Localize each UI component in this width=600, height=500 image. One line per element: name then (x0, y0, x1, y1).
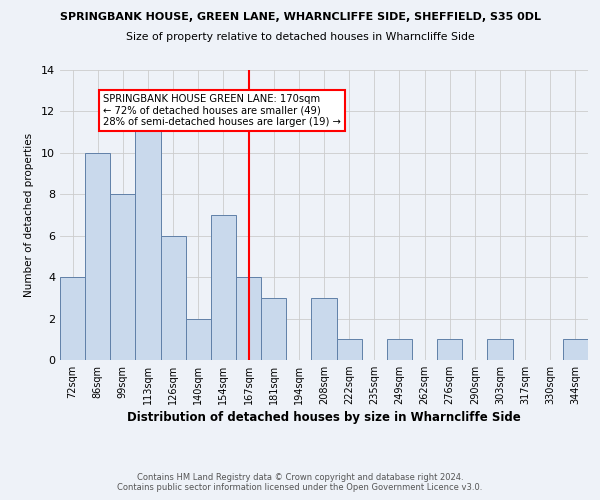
Bar (261, 298, 286, 360)
Bar (311, 298, 337, 360)
X-axis label: Distribution of detached houses by size in Wharncliffe Side: Distribution of detached houses by size … (127, 412, 521, 424)
Bar (563, 340, 588, 360)
Bar (85, 153, 110, 360)
Text: Contains HM Land Registry data © Crown copyright and database right 2024.
Contai: Contains HM Land Registry data © Crown c… (118, 473, 482, 492)
Bar (60, 277, 85, 360)
Bar (487, 340, 512, 360)
Bar (437, 340, 462, 360)
Bar (236, 277, 261, 360)
Text: Size of property relative to detached houses in Wharncliffe Side: Size of property relative to detached ho… (125, 32, 475, 42)
Text: SPRINGBANK HOUSE, GREEN LANE, WHARNCLIFFE SIDE, SHEFFIELD, S35 0DL: SPRINGBANK HOUSE, GREEN LANE, WHARNCLIFF… (59, 12, 541, 22)
Bar (337, 340, 362, 360)
Y-axis label: Number of detached properties: Number of detached properties (24, 133, 34, 297)
Bar (387, 340, 412, 360)
Bar (161, 236, 186, 360)
Bar (211, 215, 236, 360)
Bar (136, 112, 161, 360)
Bar (110, 194, 136, 360)
Text: SPRINGBANK HOUSE GREEN LANE: 170sqm
← 72% of detached houses are smaller (49)
28: SPRINGBANK HOUSE GREEN LANE: 170sqm ← 72… (103, 94, 341, 127)
Bar (186, 318, 211, 360)
